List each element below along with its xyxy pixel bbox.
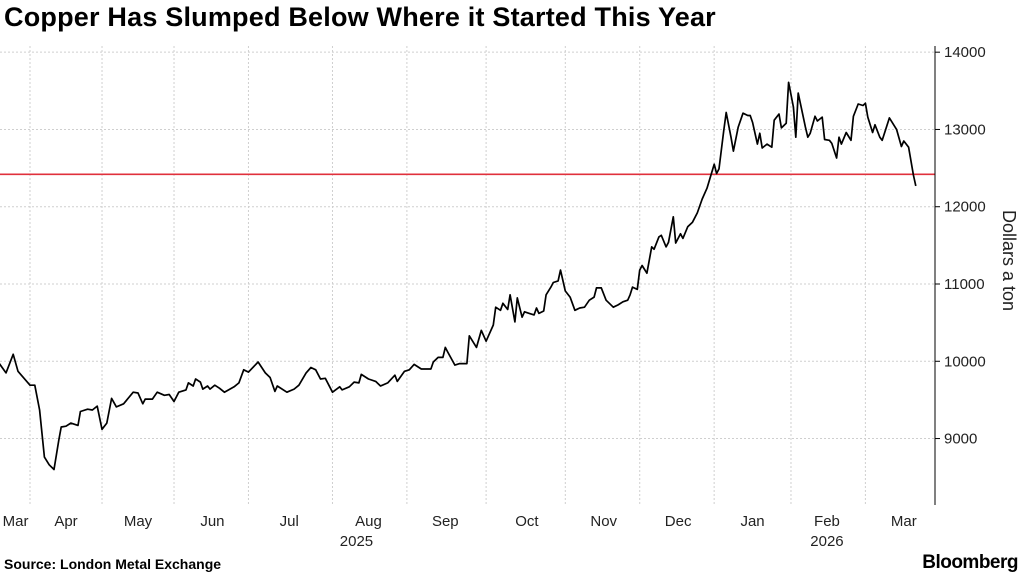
x-tick-label: Feb bbox=[814, 513, 840, 530]
gridlines bbox=[0, 46, 935, 505]
x-tick-label: Jan bbox=[740, 513, 764, 530]
y-axis-label: Dollars a ton bbox=[999, 210, 1019, 311]
x-tick-label: Sep bbox=[432, 513, 459, 530]
x-tick-label: Aug bbox=[355, 513, 382, 530]
y-tick-label: 14000 bbox=[944, 44, 986, 61]
x-tick-label: Mar bbox=[891, 513, 917, 530]
bloomberg-logo: Bloomberg bbox=[922, 552, 1018, 573]
x-tick-label: May bbox=[124, 513, 153, 530]
series-line-copper bbox=[0, 81, 917, 471]
chart-title: Copper Has Slumped Below Where it Starte… bbox=[4, 2, 716, 32]
x-tick-label: Jun bbox=[200, 513, 224, 530]
y-tick-label: 10000 bbox=[944, 353, 986, 370]
x-tick-label: Jul bbox=[280, 513, 299, 530]
x-tick-label: Mar bbox=[3, 513, 29, 530]
x-tick-label: Dec bbox=[665, 513, 692, 530]
x-axis-labels: Mar Apr May Jun Jul Aug Sep Oct Nov Dec Jan Feb Mar 2… bbox=[3, 513, 917, 550]
source-note: Source: London Metal Exchange bbox=[4, 556, 222, 572]
x-tick-label: Apr bbox=[54, 513, 77, 530]
y-tick-label: 9000 bbox=[944, 431, 977, 448]
y-tick-label: 13000 bbox=[944, 121, 986, 138]
series-group bbox=[0, 81, 917, 471]
x-tick-label: Oct bbox=[515, 513, 539, 530]
year-label: 2026 bbox=[810, 533, 843, 550]
y-tick-label: 11000 bbox=[944, 276, 985, 293]
y-tick-label: 12000 bbox=[944, 199, 986, 216]
x-tick-label: Nov bbox=[590, 513, 617, 530]
y-axis: 9000 10000 11000 12000 13000 14000 bbox=[934, 44, 986, 505]
year-label: 2025 bbox=[340, 533, 373, 550]
